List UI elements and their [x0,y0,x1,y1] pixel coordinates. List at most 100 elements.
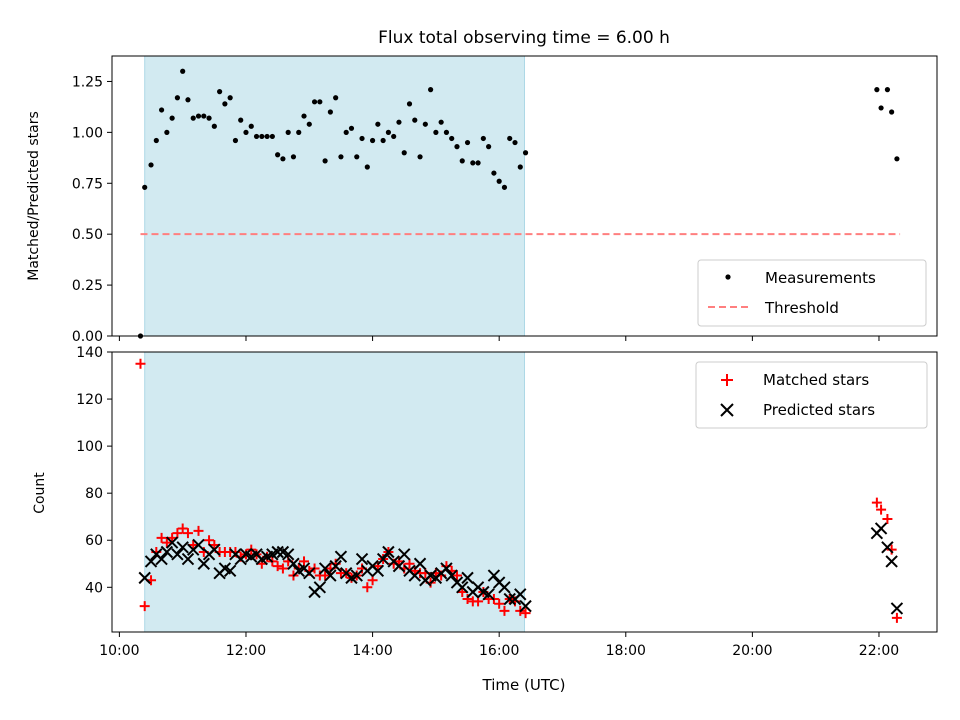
measurement-point [894,156,900,162]
ratio-panel: 0.00 0.25 0.50 0.75 1.00 1.25 Matched/Predict… [26,55,938,345]
measurement-point [454,144,460,150]
measurement-point [227,95,233,101]
matched-star-point [499,605,510,616]
measurement-point [180,68,186,74]
matched-star-point [193,525,204,536]
matched-star-point [520,608,531,619]
measurement-point [359,135,365,142]
measurement-point [322,158,328,164]
legend-threshold-label: Threshold [764,299,839,317]
ratio-y-tick-label: 0.00 [72,329,103,345]
measurement-point [238,117,244,123]
measurement-point [264,133,270,140]
predicted-star-point [398,548,411,561]
predicted-star-point [287,557,300,570]
matched-star-point [139,601,150,612]
predicted-star-point [181,552,195,566]
predicted-star-point [456,581,469,594]
measurement-point [275,152,281,158]
measurement-point [164,129,170,135]
observing-window-shade [144,55,526,337]
legend-matched-marker [721,374,733,386]
measurement-point [459,158,465,164]
time-x-tick-label: 18:00 [606,643,646,659]
predicted-star-point [176,541,189,554]
matched-star-point [367,575,378,586]
count-y-tick-label: 40 [85,580,103,596]
count-y-axis: 40 60 80 100 120 140 [76,345,112,596]
measurement-point [195,113,202,119]
measurement-point [217,89,223,95]
time-x-tick-label: 16:00 [479,643,519,659]
measurement-point [333,95,339,101]
measurement-point [243,129,249,135]
count-legend-box [695,361,928,429]
matched-star-point [320,570,331,581]
predicted-star-point [885,555,898,568]
measurement-point [190,115,196,121]
predicted-star-point [171,548,184,561]
measurement-point [296,129,302,135]
predicted-star-point [355,552,369,566]
matched-star-point [404,558,415,569]
measurement-point [464,139,471,146]
measurement-point [290,154,297,160]
measurement-point [422,121,428,127]
matched-star-point [871,497,882,508]
measurement-point [428,87,434,93]
measurement-point [874,87,880,93]
legend-measurements-marker [725,274,731,280]
matched-star-point [882,514,893,525]
matched-star-point [182,528,193,539]
measurement-point [311,99,318,105]
legend-matched-label: Matched stars [763,371,869,389]
predicted-star-point [138,571,151,585]
predicted-star-point [382,545,395,559]
measurement-point [385,129,392,135]
measurement-point [248,123,254,129]
measurement-point [486,144,492,150]
predicted-star-point [197,557,210,570]
ratio-plot-frame [111,55,938,337]
measurement-point [878,105,884,111]
count-y-tick-label: 120 [76,392,103,408]
predicted-star-point [376,552,390,566]
predicted-star-point [318,562,332,575]
matched-star-point [161,537,172,548]
chart-title: Flux total observing time = 6.00 h [378,28,670,48]
measurement-point [301,113,307,119]
predicted-star-point [165,536,179,549]
count-y-tick-label: 60 [85,533,103,549]
time-x-tick-label: 22:00 [859,643,899,659]
ratio-y-tick-label: 0.50 [72,227,103,243]
matched-star-point [156,532,167,543]
measurement-point [269,133,275,140]
matched-star-point [277,563,288,574]
observing-window-shade-bottom [144,351,526,633]
count-y-axis-label: Count [32,472,48,514]
time-x-tick-label: 12:00 [226,643,266,659]
ratio-legend-box [697,259,927,327]
ratio-y-tick-label: 1.25 [72,74,103,90]
measurement-point [354,154,360,160]
measurement-point [348,125,355,131]
predicted-star-point [144,555,158,568]
matched-star-point [362,582,373,593]
measurement-point [375,121,381,127]
measurement-point [884,87,891,93]
measurement-point [364,164,370,170]
predicted-star-point [160,545,174,559]
predicted-star-point [371,564,385,578]
measurement-point [222,101,228,107]
measurement-point [412,117,418,123]
time-x-tick-label: 20:00 [732,643,772,659]
count-y-tick-label: 80 [85,486,103,502]
predicted-star-point [281,548,295,561]
time-x-axis: 10:00 12:00 14:00 16:00 18:00 20:00 22:00 [99,632,899,659]
measurement-point [491,170,497,176]
measurement-point [501,184,508,190]
measurement-point [142,184,148,190]
measurement-point [185,97,191,103]
time-x-tick-label: 14:00 [352,643,392,659]
measurement-point [417,154,423,160]
